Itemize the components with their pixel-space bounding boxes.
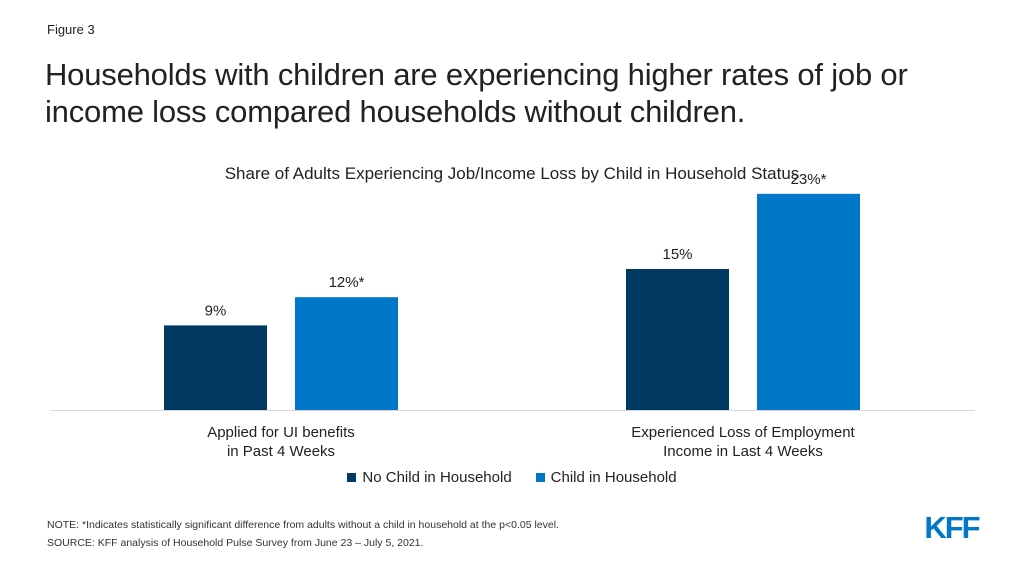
legend-item: Child in Household bbox=[535, 469, 677, 486]
category-label: Applied for UI benefits bbox=[207, 424, 355, 441]
category-label: Experienced Loss of Employment bbox=[631, 424, 855, 441]
page-title: Households with children are experiencin… bbox=[45, 57, 908, 129]
legend-swatch bbox=[347, 473, 357, 482]
data-label: 15% bbox=[662, 246, 692, 263]
bar bbox=[757, 193, 860, 410]
chart-legend: No Child in Household Child in Household bbox=[0, 469, 1024, 486]
source-text: SOURCE: KFF analysis of Household Pulse … bbox=[47, 537, 424, 549]
footnote: NOTE: *Indicates statistically significa… bbox=[47, 516, 559, 552]
data-label: 12%* bbox=[329, 274, 365, 291]
bar-chart: Share of Adults Experiencing Job/Income … bbox=[50, 164, 975, 460]
category-label: in Past 4 Weeks bbox=[227, 443, 335, 460]
legend-label: Child in Household bbox=[550, 469, 677, 486]
bar bbox=[295, 297, 398, 410]
legend-label: No Child in Household bbox=[362, 469, 512, 486]
kff-logo: KFF bbox=[924, 512, 981, 542]
note-text: NOTE: *Indicates statistically significa… bbox=[47, 519, 559, 531]
legend-swatch bbox=[535, 473, 545, 482]
svg-text:KFF: KFF bbox=[924, 512, 979, 542]
category-label: Income in Last 4 Weeks bbox=[663, 443, 823, 460]
figure-label: Figure 3 bbox=[47, 22, 95, 37]
chart-title: Share of Adults Experiencing Job/Income … bbox=[225, 164, 800, 183]
data-label: 9% bbox=[205, 302, 227, 319]
legend-item: No Child in Household bbox=[347, 469, 512, 486]
data-label: 23%* bbox=[791, 171, 827, 188]
bar bbox=[164, 325, 267, 410]
bar bbox=[626, 269, 729, 410]
